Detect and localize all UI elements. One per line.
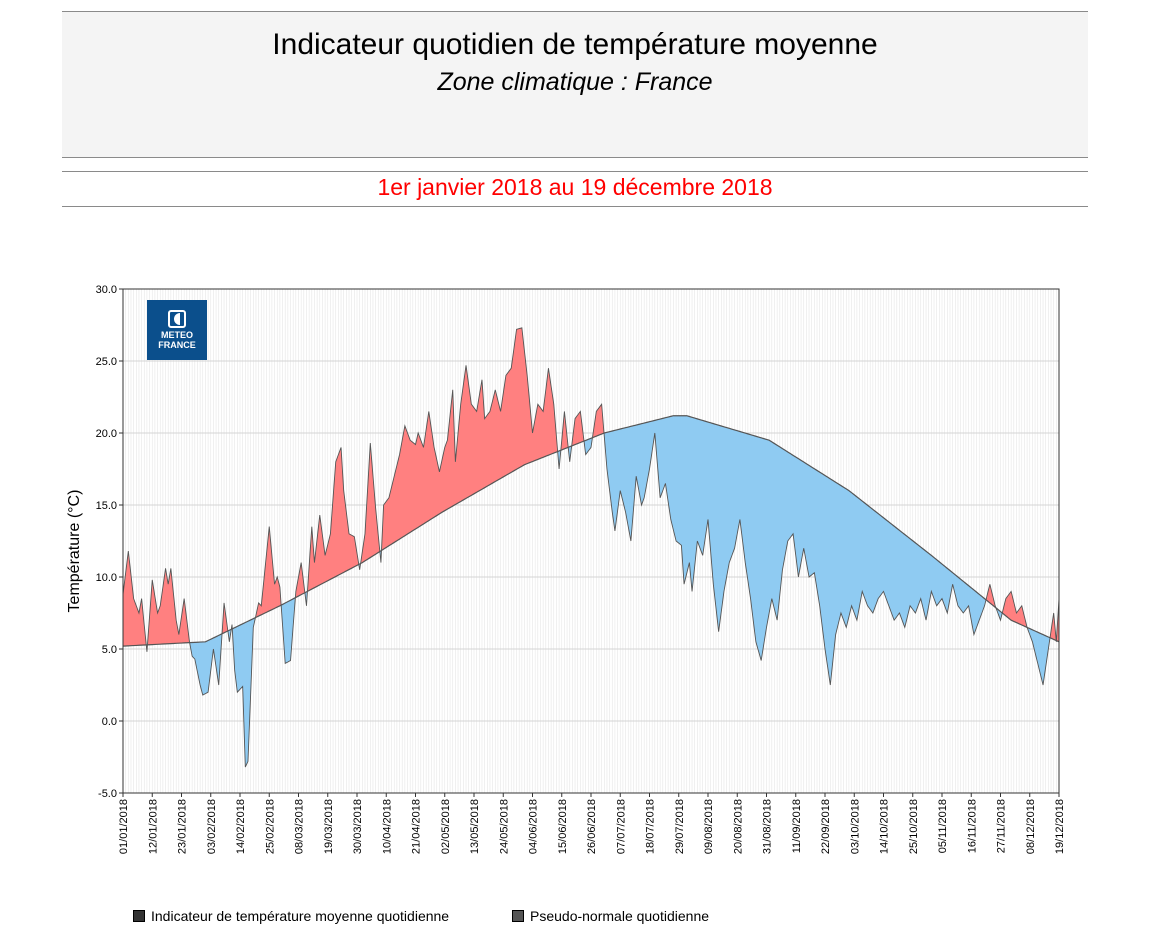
legend-swatch-indicator bbox=[133, 910, 145, 922]
y-tick-label: 20.0 bbox=[96, 428, 117, 440]
x-tick-label: 22/09/2018 bbox=[820, 799, 832, 854]
x-tick-label: 05/11/2018 bbox=[937, 799, 949, 853]
period-panel: 1er janvier 2018 au 19 décembre 2018 bbox=[62, 171, 1088, 207]
x-tick-label: 29/07/2018 bbox=[674, 799, 686, 854]
x-tick-label: 14/02/2018 bbox=[235, 799, 247, 854]
x-tick-label: 10/04/2018 bbox=[381, 799, 393, 854]
legend-item-indicator: Indicateur de température moyenne quotid… bbox=[133, 908, 449, 924]
series-line-indicator bbox=[122, 327, 1060, 768]
x-tick-label: 26/06/2018 bbox=[586, 799, 598, 854]
x-tick-label: 19/03/2018 bbox=[323, 799, 335, 854]
y-tick-label: 30.0 bbox=[96, 284, 117, 296]
x-tick-label: 12/01/2018 bbox=[147, 799, 159, 854]
y-tick-label: 10.0 bbox=[96, 572, 117, 584]
x-tick-label: 20/08/2018 bbox=[732, 799, 744, 854]
x-tick-label: 08/12/2018 bbox=[1025, 799, 1037, 854]
x-tick-label: 19/12/2018 bbox=[1054, 799, 1066, 854]
x-tick-label: 07/07/2018 bbox=[615, 799, 627, 854]
y-tick-label: 15.0 bbox=[96, 500, 117, 512]
below-normal-area bbox=[146, 415, 1057, 768]
logo-line-2: FRANCE bbox=[158, 340, 196, 350]
chart-subtitle: Zone climatique : France bbox=[437, 68, 713, 96]
y-tick-label: -5.0 bbox=[98, 788, 117, 800]
legend-label-normal: Pseudo-normale quotidienne bbox=[530, 908, 710, 924]
legend-item-normal: Pseudo-normale quotidienne bbox=[512, 908, 709, 924]
x-tick-label: 18/07/2018 bbox=[645, 799, 657, 854]
x-tick-label: 08/03/2018 bbox=[294, 799, 306, 854]
x-tick-label: 04/06/2018 bbox=[528, 799, 540, 854]
legend-swatch-normal bbox=[512, 910, 524, 922]
x-tick-label: 21/04/2018 bbox=[411, 799, 423, 854]
x-tick-label: 25/02/2018 bbox=[264, 799, 276, 854]
y-axis-label: Température (°C) bbox=[66, 490, 83, 613]
x-tick-label: 16/11/2018 bbox=[966, 799, 978, 853]
legend-label-indicator: Indicateur de température moyenne quotid… bbox=[151, 908, 450, 924]
x-tick-label: 23/01/2018 bbox=[177, 799, 189, 854]
x-tick-label: 25/10/2018 bbox=[908, 799, 920, 854]
x-tick-label: 27/11/2018 bbox=[996, 799, 1008, 853]
x-tick-label: 24/05/2018 bbox=[498, 799, 510, 854]
x-tick-label: 15/06/2018 bbox=[557, 799, 569, 854]
x-tick-label: 13/05/2018 bbox=[469, 799, 481, 854]
x-tick-label: 03/02/2018 bbox=[206, 799, 218, 854]
x-tick-label: 09/08/2018 bbox=[703, 799, 715, 854]
title-panel: Indicateur quotidien de température moye… bbox=[62, 11, 1088, 158]
y-tick-label: 0.0 bbox=[102, 716, 117, 728]
period-label: 1er janvier 2018 au 19 décembre 2018 bbox=[377, 174, 773, 200]
meteo-france-logo: METEO FRANCE bbox=[147, 300, 207, 360]
x-tick-label: 01/01/2018 bbox=[118, 799, 130, 854]
x-tick-label: 03/10/2018 bbox=[849, 799, 861, 854]
x-tick-label: 14/10/2018 bbox=[879, 799, 891, 854]
y-tick-label: 5.0 bbox=[102, 644, 117, 656]
logo-line-1: METEO bbox=[160, 330, 193, 340]
x-tick-label: 31/08/2018 bbox=[762, 799, 774, 854]
chart-title: Indicateur quotidien de température moye… bbox=[272, 28, 878, 61]
y-tick-label: 25.0 bbox=[96, 356, 117, 368]
x-tick-label: 30/03/2018 bbox=[352, 799, 364, 854]
logo-mark-icon bbox=[168, 310, 186, 328]
x-tick-label: 11/09/2018 bbox=[791, 799, 803, 853]
x-tick-label: 02/05/2018 bbox=[440, 799, 452, 854]
series-line-normal bbox=[122, 415, 1060, 647]
